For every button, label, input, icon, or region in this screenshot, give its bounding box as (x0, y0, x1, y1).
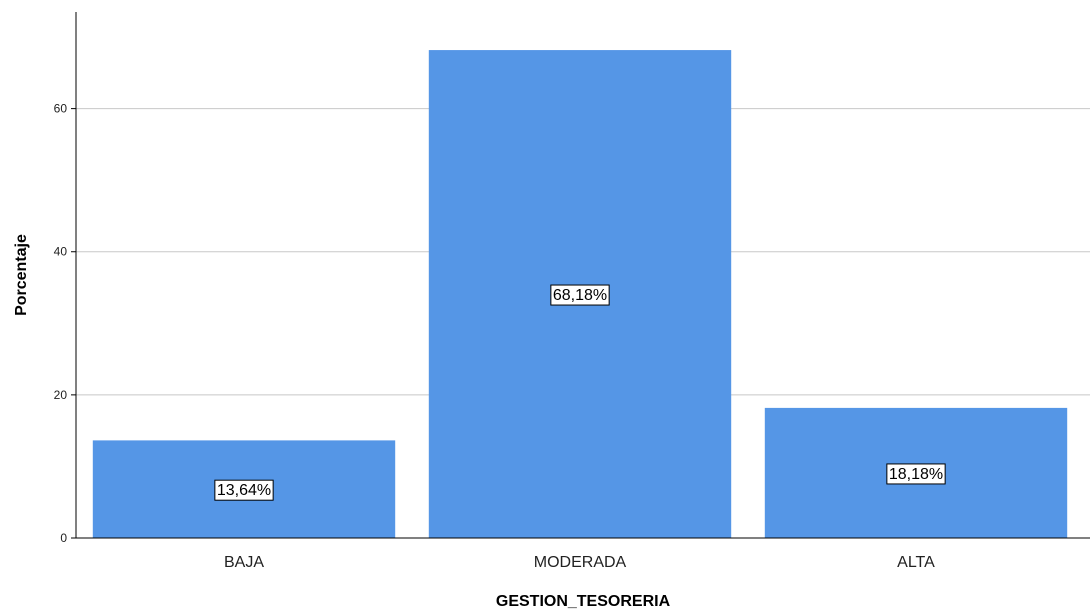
data-label-text: 18,18% (889, 466, 943, 483)
data-label: 18,18% (886, 463, 946, 485)
axes: 0 20 40 60 BAJA MODERADA ALTA (54, 12, 1090, 571)
y-tick-label: 0 (60, 531, 67, 545)
x-category-label: BAJA (224, 554, 264, 571)
y-axis-title: Porcentaje (13, 234, 30, 316)
x-category-label: MODERADA (534, 554, 627, 571)
y-tick-label: 40 (54, 245, 68, 259)
x-axis-title: GESTION_TESORERIA (496, 593, 671, 610)
data-label-box (886, 463, 946, 485)
data-label-box (550, 284, 610, 306)
x-category-label: ALTA (897, 554, 935, 571)
data-label: 68,18% (550, 284, 610, 306)
y-tick-label: 20 (54, 388, 68, 402)
data-label-text: 68,18% (553, 287, 607, 304)
data-label-box (214, 479, 274, 501)
data-labels: 13,64% 68,18% 18,18% (214, 284, 946, 501)
data-label-text: 13,64% (217, 482, 271, 499)
y-tick-label: 60 (54, 102, 68, 116)
data-label: 13,64% (214, 479, 274, 501)
